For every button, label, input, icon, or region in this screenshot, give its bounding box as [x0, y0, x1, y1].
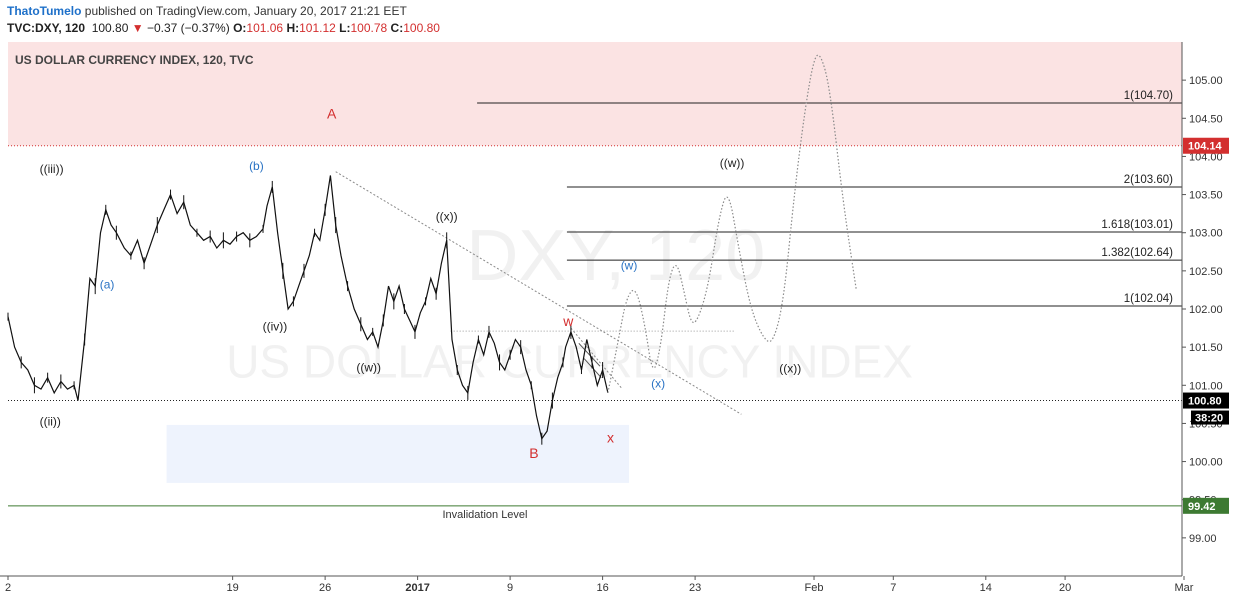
high-label: H:	[286, 21, 300, 35]
x-tick-label-4: 9	[507, 582, 513, 594]
open-label: O:	[233, 21, 247, 35]
target-label-2: 1.618(103.01)	[1101, 219, 1173, 231]
ohlc-line: TVC:DXY, 120 100.80 ▼ −0.37 (−0.37%) O:1…	[7, 21, 440, 35]
resistance-price-badge-bg	[1183, 137, 1229, 154]
watermark-symbol: DXY, 120	[466, 216, 765, 296]
last-value: 100.80	[91, 21, 129, 35]
target-label-3: 1.382(102.64)	[1101, 247, 1173, 259]
last-price-badge-bg	[1183, 392, 1229, 409]
wave-label-2: w	[562, 313, 574, 329]
watermark-name: US DOLLAR CURRENCY INDEX	[226, 336, 913, 388]
projection-path	[607, 54, 857, 394]
y-tick-label-10: 104.00	[1189, 151, 1223, 163]
change-value: −0.37 (−0.37%)	[146, 21, 230, 35]
invalidation-price-badge-bg	[1183, 497, 1229, 514]
publish-line: ThatoTumelo published on TradingView.com…	[7, 4, 407, 18]
resistance-zone	[8, 42, 1182, 146]
target-label-4: 1(102.04)	[1124, 293, 1173, 305]
countdown-badge: 38:20	[1195, 413, 1223, 425]
wave-label-10: ((x))	[436, 210, 458, 224]
x-tick-label-1: 19	[227, 582, 239, 594]
wave-label-0: A	[327, 105, 337, 121]
publish-info: published on TradingView.com, January 20…	[84, 4, 407, 18]
wave-label-11: (w)	[621, 258, 638, 272]
channel-line-1	[583, 358, 602, 378]
x-tick-label-11: Mar	[1175, 582, 1194, 594]
y-tick-label-7: 102.50	[1189, 266, 1223, 278]
y-tick-label-8: 103.00	[1189, 228, 1223, 240]
y-tick-label-9: 103.50	[1189, 190, 1223, 202]
author-link[interactable]: ThatoTumelo	[7, 4, 82, 18]
small-trendline	[570, 327, 623, 390]
wave-label-5: ((ii))	[40, 415, 61, 429]
x-tick-label-7: Feb	[805, 582, 824, 594]
close-label: C:	[390, 21, 404, 35]
target-label-1: 2(103.60)	[1124, 174, 1173, 186]
price-series	[7, 175, 609, 441]
wave-label-14: ((x))	[779, 361, 801, 375]
y-tick-label-5: 101.50	[1189, 342, 1223, 354]
channel-line-0	[578, 342, 601, 367]
y-tick-label-11: 104.50	[1189, 113, 1223, 125]
high-value: 101.12	[299, 21, 336, 35]
low-label: L:	[339, 21, 351, 35]
chart-title: US DOLLAR CURRENCY INDEX, 120, TVC	[15, 53, 254, 67]
wave-label-1: B	[529, 445, 538, 461]
support-zone	[166, 424, 630, 483]
x-tick-label-5: 16	[596, 582, 608, 594]
countdown-badge-bg	[1191, 410, 1229, 425]
invalidation-label: Invalidation Level	[442, 509, 527, 521]
change-arrow-icon: ▼	[131, 21, 144, 35]
resistance-price-badge: 104.14	[1188, 141, 1223, 153]
x-tick-label-6: 23	[689, 582, 701, 594]
invalidation-price-badge: 99.42	[1188, 501, 1216, 513]
y-tick-label-12: 105.00	[1189, 75, 1223, 87]
y-tick-label-6: 102.00	[1189, 304, 1223, 316]
ticker-label: TVC:DXY, 120	[7, 21, 86, 35]
y-tick-label-0: 99.00	[1189, 533, 1217, 545]
wave-label-13: ((w))	[720, 156, 745, 170]
x-tick-label-0: 2	[5, 582, 11, 594]
close-value: 100.80	[403, 21, 440, 35]
x-tick-label-8: 7	[890, 582, 896, 594]
y-tick-label-2: 100.00	[1189, 457, 1223, 469]
x-tick-label-2: 26	[319, 582, 331, 594]
x-tick-label-10: 20	[1059, 582, 1071, 594]
open-value: 101.06	[246, 21, 284, 35]
low-value: 100.78	[350, 21, 388, 35]
trendline	[335, 171, 742, 415]
wave-label-7: (b)	[249, 159, 264, 173]
x-tick-label-9: 14	[980, 582, 992, 594]
wave-label-4: ((iii))	[40, 162, 64, 176]
wave-label-8: ((iv))	[263, 319, 288, 333]
x-tick-label-3: 2017	[405, 582, 429, 594]
wave-label-6: (a)	[100, 277, 115, 291]
y-tick-label-4: 101.00	[1189, 380, 1223, 392]
price-axis-bg	[1182, 42, 1236, 576]
wave-label-12: (x)	[651, 377, 665, 391]
wave-label-3: x	[607, 430, 614, 446]
wave-label-9: ((w))	[356, 361, 381, 375]
last-price-badge: 100.80	[1188, 396, 1222, 408]
target-label-0: 1(104.70)	[1124, 90, 1173, 102]
